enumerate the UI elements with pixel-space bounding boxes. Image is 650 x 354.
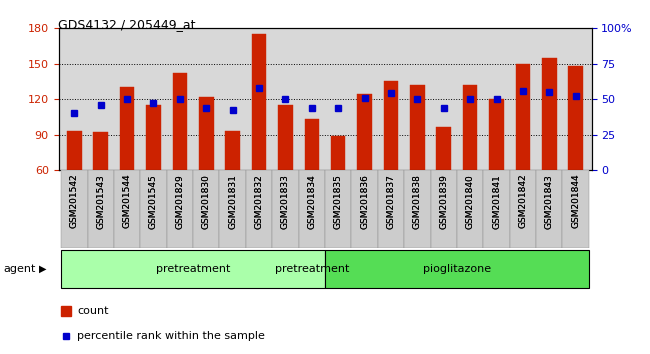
Bar [298,170,325,248]
Text: GSM201831: GSM201831 [228,174,237,229]
Bar [430,170,457,248]
Text: GSM201844: GSM201844 [571,174,580,228]
Bar [489,99,504,170]
Text: GSM201840: GSM201840 [465,174,474,229]
Text: GSM201830: GSM201830 [202,174,211,229]
Bar [358,95,372,170]
Bar [515,64,530,170]
Text: GSM201832: GSM201832 [255,174,263,229]
Bar [61,170,88,248]
Bar [437,127,451,170]
Bar [410,85,424,170]
Text: GSM201545: GSM201545 [149,174,158,229]
Text: GSM201843: GSM201843 [545,174,554,229]
Text: GSM201841: GSM201841 [492,174,501,229]
Bar [120,87,135,170]
Text: GSM201835: GSM201835 [333,174,343,229]
Text: GSM201831: GSM201831 [228,174,237,229]
Bar [463,85,477,170]
Text: GSM201844: GSM201844 [571,174,580,228]
Text: GSM201830: GSM201830 [202,174,211,229]
Text: GSM201543: GSM201543 [96,174,105,229]
Bar [331,136,345,170]
Text: GSM201839: GSM201839 [439,174,448,229]
Text: GSM201839: GSM201839 [439,174,448,229]
Text: count: count [77,306,109,316]
Text: GSM201833: GSM201833 [281,174,290,229]
Bar [246,170,272,248]
Bar [352,170,378,248]
Text: GSM201838: GSM201838 [413,174,422,229]
Text: GSM201843: GSM201843 [545,174,554,229]
Bar [226,131,240,170]
Text: pretreatment: pretreatment [274,264,349,274]
Bar [61,250,325,288]
Bar [457,170,484,248]
Text: GSM201837: GSM201837 [387,174,395,229]
Bar [325,250,589,288]
Bar [220,170,246,248]
Text: percentile rank within the sample: percentile rank within the sample [77,331,265,341]
Bar [325,170,352,248]
Bar [542,58,556,170]
Bar [67,131,82,170]
Text: pioglitazone: pioglitazone [423,264,491,274]
Bar [278,105,292,170]
Text: GSM201544: GSM201544 [123,174,131,228]
Bar [94,132,108,170]
Bar [114,170,140,248]
Text: GSM201841: GSM201841 [492,174,501,229]
Bar [510,170,536,248]
Text: GDS4132 / 205449_at: GDS4132 / 205449_at [58,18,196,31]
Text: GSM201838: GSM201838 [413,174,422,229]
Bar [568,66,583,170]
Text: ▶: ▶ [39,264,47,274]
Text: GSM201542: GSM201542 [70,174,79,228]
Text: GSM201834: GSM201834 [307,174,317,229]
Text: GSM201840: GSM201840 [465,174,474,229]
Text: GSM201829: GSM201829 [176,174,185,229]
Text: GSM201542: GSM201542 [70,174,79,228]
Text: GSM201544: GSM201544 [123,174,131,228]
Text: GSM201829: GSM201829 [176,174,185,229]
Bar [378,170,404,248]
Text: GSM201837: GSM201837 [387,174,395,229]
Text: GSM201545: GSM201545 [149,174,158,229]
Bar [404,170,430,248]
Text: GSM201834: GSM201834 [307,174,317,229]
Text: GSM201833: GSM201833 [281,174,290,229]
Bar [173,73,187,170]
Text: GSM201836: GSM201836 [360,174,369,229]
Bar [562,170,589,248]
Text: GSM201543: GSM201543 [96,174,105,229]
Bar [272,170,298,248]
Text: agent: agent [3,264,36,274]
Bar [193,170,220,248]
Bar [146,105,161,170]
Text: GSM201835: GSM201835 [333,174,343,229]
Text: GSM201832: GSM201832 [255,174,263,229]
Text: GSM201836: GSM201836 [360,174,369,229]
Bar [166,170,193,248]
Bar [384,81,398,170]
Bar [536,170,562,248]
Bar [88,170,114,248]
Bar [252,34,266,170]
Bar [140,170,166,248]
Text: pretreatment: pretreatment [156,264,230,274]
Bar [199,97,213,170]
Bar [305,119,319,170]
Text: GSM201842: GSM201842 [519,174,527,228]
Text: GSM201842: GSM201842 [519,174,527,228]
Bar [484,170,510,248]
